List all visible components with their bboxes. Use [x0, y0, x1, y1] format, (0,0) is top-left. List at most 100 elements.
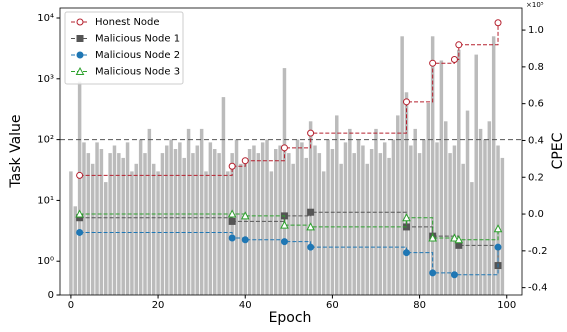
bar — [191, 153, 195, 295]
bar — [173, 149, 178, 295]
marker — [307, 208, 315, 216]
bar — [221, 97, 226, 295]
y2-tick-label: 0.2 — [528, 172, 544, 183]
legend-marker — [76, 51, 84, 59]
bar — [461, 163, 465, 295]
bar — [304, 157, 308, 295]
y2-tick-label: -0.4 — [528, 283, 548, 294]
y2-multiplier: ×10⁵ — [526, 1, 544, 9]
legend-marker — [76, 18, 84, 26]
bar — [435, 142, 439, 295]
bar — [400, 36, 404, 296]
marker — [450, 56, 458, 64]
bar — [343, 142, 348, 295]
bar — [239, 163, 243, 295]
legend-label: Malicious Node 2 — [95, 50, 180, 61]
marker — [280, 220, 289, 229]
marker — [227, 209, 237, 218]
legend-label: Malicious Node 3 — [95, 67, 180, 78]
bar — [195, 145, 200, 295]
bar — [165, 145, 169, 295]
legend-marker — [75, 66, 85, 75]
x-axis-label: Epoch — [269, 310, 312, 326]
marker — [493, 224, 503, 233]
bar — [317, 153, 322, 295]
bar — [69, 171, 73, 295]
bar — [335, 115, 339, 295]
x-tick-label: 100 — [497, 300, 516, 311]
marker — [228, 217, 236, 225]
bar — [86, 153, 91, 295]
bar — [247, 149, 252, 295]
bar — [117, 153, 121, 295]
bar — [73, 206, 77, 295]
bar — [95, 142, 99, 295]
bar — [391, 139, 396, 295]
marker — [494, 243, 502, 251]
marker — [228, 234, 236, 242]
bar — [82, 142, 86, 295]
bar — [90, 163, 95, 295]
marker — [428, 233, 437, 242]
bar — [321, 171, 326, 295]
x-tick-label: 20 — [152, 300, 165, 311]
bar — [291, 163, 295, 295]
bar — [457, 49, 461, 295]
y2-tick-label: 0.4 — [528, 135, 544, 146]
bar — [369, 149, 374, 295]
bar — [278, 145, 282, 295]
x-tick-label: 60 — [326, 300, 339, 311]
bar — [226, 171, 230, 295]
bar — [269, 171, 274, 295]
bar — [452, 145, 457, 295]
marker — [494, 19, 502, 27]
bar — [212, 149, 217, 295]
y2-tick-label: 0.6 — [528, 99, 544, 110]
bar — [478, 128, 483, 295]
marker — [76, 228, 84, 236]
marker — [450, 233, 459, 242]
bar — [500, 157, 505, 295]
marker — [241, 236, 249, 244]
bar — [108, 153, 112, 295]
bar — [160, 153, 165, 295]
marker — [280, 144, 288, 152]
legend-marker — [76, 35, 84, 42]
bar — [361, 145, 365, 295]
y-tick-label: 10¹ — [37, 195, 54, 206]
y2-tick-label: 0.8 — [528, 62, 544, 73]
bar — [439, 60, 444, 295]
marker — [75, 209, 84, 218]
bar — [156, 171, 160, 295]
bar — [396, 115, 400, 295]
bar — [112, 145, 117, 295]
bar — [265, 139, 269, 295]
bar — [121, 157, 125, 295]
bar — [326, 139, 330, 295]
marker — [429, 59, 437, 67]
bar — [356, 139, 361, 295]
marker — [454, 235, 464, 244]
y-axis-label: Task Value — [8, 114, 24, 188]
series-line — [79, 22, 499, 176]
x-tick-label: 0 — [68, 300, 74, 311]
bar — [378, 153, 383, 295]
bar — [252, 145, 256, 295]
y-tick-label: 10³ — [37, 74, 54, 85]
bar — [178, 142, 182, 295]
bar — [365, 163, 370, 295]
bar — [295, 139, 300, 295]
y-tick-label: 10⁴ — [37, 13, 54, 24]
marker — [429, 269, 437, 277]
marker — [228, 162, 236, 170]
marker — [240, 211, 250, 220]
bar — [483, 139, 487, 295]
bar — [125, 142, 130, 295]
bar — [491, 36, 496, 296]
bar — [300, 142, 304, 295]
bar — [151, 163, 156, 295]
bar — [382, 142, 387, 295]
bar — [260, 142, 265, 295]
marker — [76, 171, 84, 179]
y2-tick-label: 0.0 — [528, 209, 544, 220]
